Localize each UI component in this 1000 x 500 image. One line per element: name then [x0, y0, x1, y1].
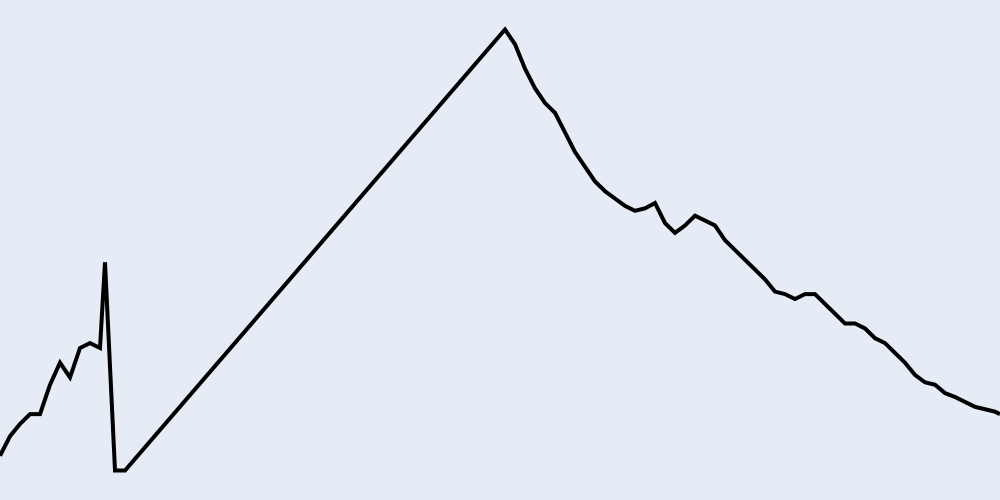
series-line-0: [0, 26, 1000, 473]
series-layer: [0, 26, 1000, 473]
